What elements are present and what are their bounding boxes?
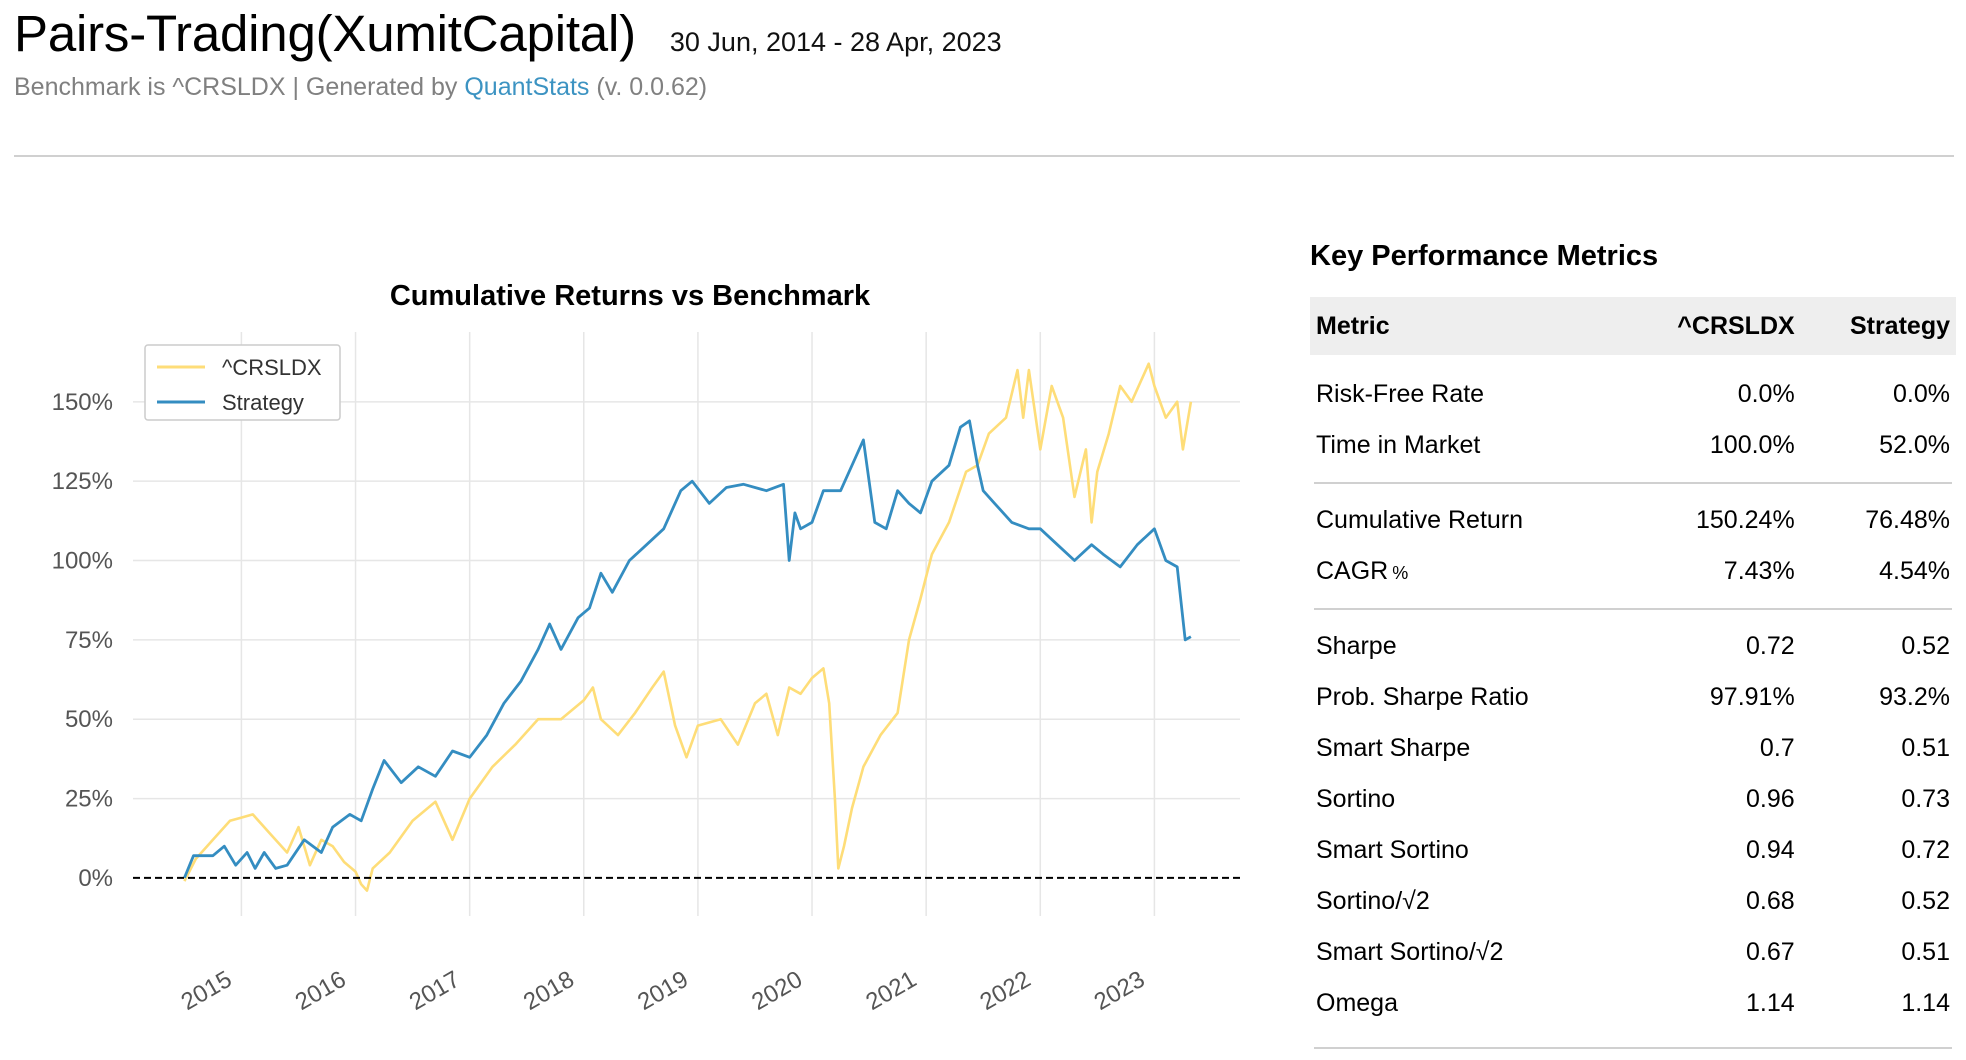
x-tick-label: 2018 [519,966,579,1016]
x-tick-label: 2020 [747,966,807,1016]
table-row: Sharpe 0.72 0.52 [1310,621,1956,672]
title-row: Pairs-Trading(XumitCapital) 30 Jun, 2014… [14,0,1954,63]
table-row: Omega 1.14 1.14 [1310,978,1956,1029]
metrics-header-row: Metric ^CRSLDX Strategy [1310,297,1956,355]
benchmark-text: Benchmark is ^CRSLDX | Generated by [14,73,465,101]
header-divider [14,155,1954,157]
y-tick-label: 75% [65,627,113,654]
y-tick-label: 100% [52,548,113,575]
metric-name: Smart Sortino/√2 [1316,938,1504,966]
benchmark-value: 1.14 [1746,989,1795,1017]
metric-name: Sharpe [1316,632,1397,660]
y-tick-label: 150% [52,389,113,416]
y-tick-label: 50% [65,706,113,733]
benchmark-value: 150.24% [1695,506,1795,534]
version-text: (v. 0.0.62) [589,73,708,101]
metric-name: Omega [1316,989,1398,1017]
strategy-value: 0.73 [1901,785,1950,813]
metric-name: Sortino [1316,785,1396,813]
strategy-value: 0.51 [1901,938,1950,966]
cumulative-returns-chart: 2015 2016 2017 2018 2019 2020 2021 2022 2023 0% 25… [0,270,1260,1050]
row-separator [1310,597,1956,621]
row-separator [1310,471,1956,495]
strategy-value: 1.14 [1901,989,1950,1017]
strategy-value: 0.72 [1901,836,1950,864]
table-row: Cumulative Return 150.24% 76.48% [1310,495,1956,546]
benchmark-value: 97.91% [1709,683,1795,711]
x-tick-label: 2015 [177,966,237,1016]
strategy-value: 4.54% [1879,557,1950,585]
report-title: Pairs-Trading(XumitCapital) [14,5,636,62]
benchmark-value: 0.68 [1746,887,1795,915]
strategy-value: 0.0% [1893,380,1950,408]
metric-name: Risk-Free Rate [1316,380,1485,408]
y-tick-label: 25% [65,786,113,813]
metric-name-text: CAGR [1316,557,1389,585]
quantstats-link[interactable]: QuantStats [464,73,590,101]
strategy-series-line [183,419,1192,879]
table-bottom-divider [1314,1047,1952,1049]
benchmark-value: 0.72 [1746,632,1795,660]
benchmark-value: 0.67 [1746,938,1795,966]
col-metric: Metric [1310,297,1622,355]
chart-title: Cumulative Returns vs Benchmark [389,280,871,312]
table-row: CAGR% 7.43% 4.54% [1310,546,1956,597]
table-row: Smart Sharpe 0.7 0.51 [1310,723,1956,774]
strategy-value: 0.52 [1901,887,1950,915]
chart-svg: 2015 2016 2017 2018 2019 2020 2021 2022 2023 0% 25… [52,332,1240,1016]
metric-name: Smart Sharpe [1316,734,1471,762]
key-metrics-panel: Key Performance Metrics Metric ^CRSLDX S… [1310,240,1956,1049]
col-strategy: Strategy [1800,297,1956,355]
metric-name: Time in Market [1316,431,1481,459]
table-row: Sortino/√2 0.68 0.52 [1310,876,1956,927]
y-tick-label: 0% [78,865,113,892]
metric-name: Cumulative Return [1316,506,1524,534]
strategy-value: 52.0% [1879,431,1950,459]
x-tick-label: 2019 [633,966,693,1016]
report-header: Pairs-Trading(XumitCapital) 30 Jun, 2014… [14,0,1954,102]
metric-name: CAGR% [1310,546,1621,597]
x-tick-label: 2016 [291,966,351,1016]
table-row: Smart Sortino 0.94 0.72 [1310,825,1956,876]
x-tick-label: 2021 [861,966,921,1016]
table-row: Time in Market 100.0% 52.0% [1310,420,1956,471]
benchmark-value: 0.0% [1737,380,1795,408]
strategy-value: 93.2% [1879,683,1950,711]
benchmark-value: 100.0% [1709,431,1795,459]
legend-label: Strategy [222,390,304,415]
metrics-heading: Key Performance Metrics [1310,240,1659,272]
metric-name: Prob. Sharpe Ratio [1316,683,1529,711]
metric-name: Smart Sortino [1316,836,1469,864]
benchmark-value: 7.43% [1723,557,1795,585]
benchmark-series-line [183,362,1193,892]
table-row: Risk-Free Rate 0.0% 0.0% [1310,369,1956,420]
x-tick-label: 2022 [976,966,1036,1016]
strategy-value: 0.52 [1901,632,1950,660]
y-tick-label: 125% [52,468,113,495]
col-benchmark: ^CRSLDX [1621,297,1801,355]
strategy-value: 76.48% [1865,506,1950,534]
benchmark-value: 0.96 [1746,785,1795,813]
benchmark-value: 0.94 [1746,836,1795,864]
legend-label: ^CRSLDX [222,355,322,380]
strategy-value: 0.51 [1901,734,1950,762]
x-tick-label: 2017 [405,966,465,1016]
date-range: 30 Jun, 2014 - 28 Apr, 2023 [669,27,1002,57]
metrics-table: Metric ^CRSLDX Strategy Risk-Free Rate 0… [1310,297,1956,1029]
benchmark-value: 0.7 [1759,734,1795,762]
cagr-suffix: % [1392,563,1409,583]
table-row: Sortino 0.96 0.73 [1310,774,1956,825]
report-subtitle: Benchmark is ^CRSLDX | Generated by Quan… [14,73,1954,102]
table-row: Smart Sortino/√2 0.67 0.51 [1310,927,1956,978]
table-row: Prob. Sharpe Ratio 97.91% 93.2% [1310,672,1956,723]
x-tick-label: 2023 [1090,966,1150,1016]
metric-name: Sortino/√2 [1316,887,1430,915]
